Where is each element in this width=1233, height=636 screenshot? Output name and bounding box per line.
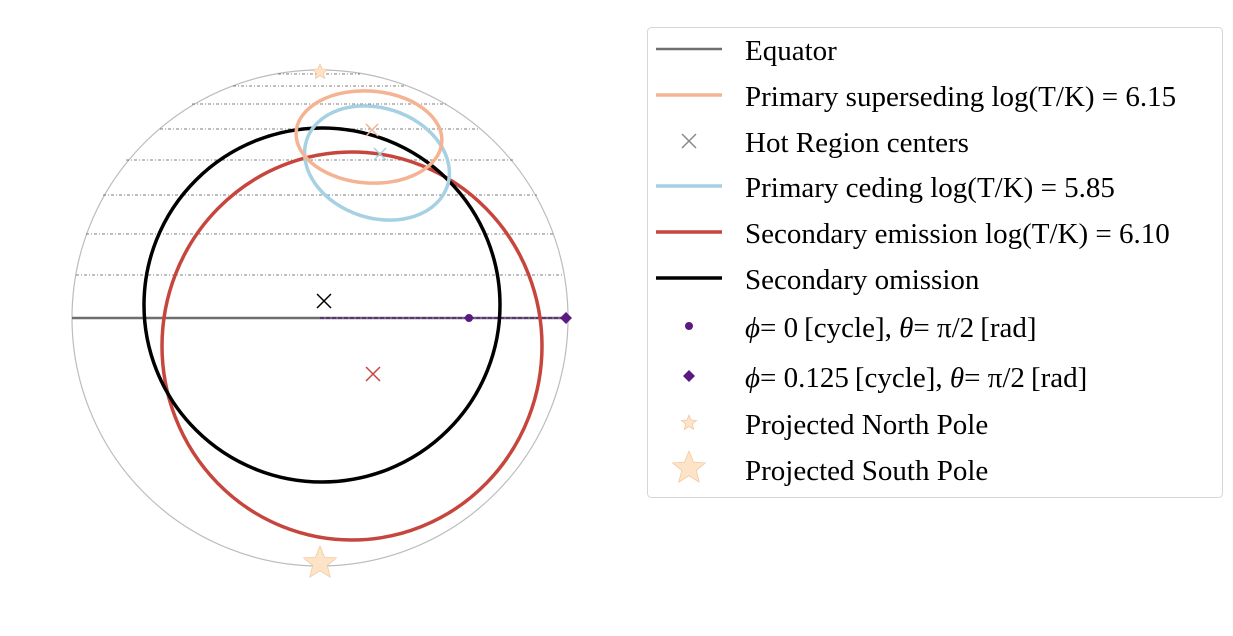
legend-phase-0: ϕ= 0 [cycle], θ= π/2 [rad] [685,312,1037,344]
legend-label-secondary-emission: Secondary emission log(T/K) = 6.10 [745,218,1170,250]
primary-superseding-ring [294,89,444,185]
secondary-omission-ring [142,126,502,484]
legend-label-equator: Equator [745,35,837,67]
legend-north-pole: Projected North Pole [680,409,988,441]
legend-primary-superseding: Primary superseding log(T/K) = 6.15 [656,81,1176,113]
north-pole-star [311,63,329,80]
hot-region-center-superseding [365,123,379,137]
legend-frame [647,27,1223,498]
legend-label-phase-0125: ϕ= 0.125 [cycle], θ= π/2 [rad] [745,362,1087,394]
legend-primary-ceding: Primary ceding log(T/K) = 5.85 [656,172,1115,204]
primary-ceding-ring [302,104,452,222]
legend-phase-0125: ϕ= 0.125 [cycle], θ= π/2 [rad] [683,362,1087,394]
legend-label-primary-ceding: Primary ceding log(T/K) = 5.85 [745,172,1115,204]
hot-region-center-ceding [373,147,387,161]
legend-label-north-pole: Projected North Pole [745,409,988,441]
hot-region-center-omission [316,293,332,309]
legend-secondary-emission: Secondary emission log(T/K) = 6.10 [656,218,1170,250]
legend-label-phase-0: ϕ= 0 [cycle], θ= π/2 [rad] [745,312,1037,344]
legend-south-pole: Projected South Pole [671,449,988,487]
south-pole-star [302,544,338,578]
legend-label-primary-superseding: Primary superseding log(T/K) = 6.15 [745,81,1176,113]
legend-secondary-omission: Secondary omission [656,264,980,296]
hot-region-center-emission [365,366,381,382]
secondary-emission-ring [160,150,544,542]
legend-equator: Equator [656,35,837,67]
legend-label-secondary-omission: Secondary omission [745,264,980,296]
phase-0125-marker [560,312,572,324]
legend-label-south-pole: Projected South Pole [745,455,988,487]
legend-hot-region-centers: Hot Region centers [681,127,969,159]
phase-0-marker [465,314,473,322]
legend-label-hot-region-centers: Hot Region centers [745,127,969,159]
